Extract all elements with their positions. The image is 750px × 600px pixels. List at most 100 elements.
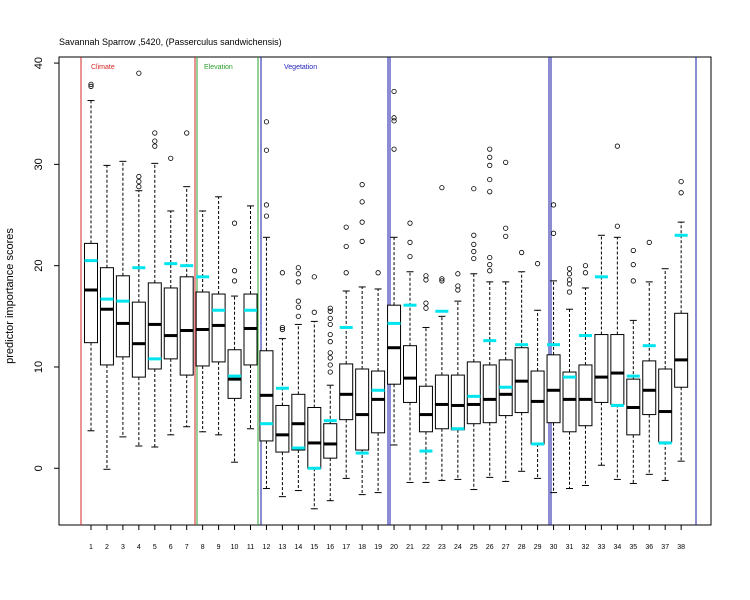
y-axis-label: predictor importance scores — [4, 228, 16, 364]
box-24 — [450, 271, 465, 480]
outlier-point — [295, 271, 301, 277]
box-12 — [259, 119, 274, 490]
y-tick-label: 40 — [33, 57, 45, 69]
x-tick-label: 19 — [374, 544, 382, 551]
x-tick-label: 22 — [422, 544, 430, 551]
outlier-point — [231, 278, 238, 284]
outlier-point — [375, 270, 381, 276]
outlier-point — [550, 230, 557, 236]
x-tick-label: 2 — [105, 544, 109, 551]
outlier-point — [487, 154, 493, 160]
box-16 — [323, 305, 338, 502]
x-tick-label: 33 — [598, 544, 606, 551]
outlier-point — [391, 146, 397, 152]
outlier-point — [136, 184, 142, 190]
outlier-point — [327, 369, 333, 375]
box-11 — [243, 205, 258, 430]
outlier-point — [487, 176, 493, 183]
box-14 — [291, 265, 306, 492]
box-iqr — [594, 334, 609, 403]
outlier-point — [614, 223, 620, 229]
x-tick-label: 15 — [310, 544, 318, 551]
outlier-point — [455, 283, 461, 289]
box-iqr — [578, 364, 593, 427]
x-tick-label: 1 — [89, 544, 93, 551]
box-27 — [498, 159, 513, 482]
outlier-point — [423, 273, 429, 279]
outlier-point — [630, 278, 636, 284]
outlier-point — [263, 147, 270, 153]
outlier-point — [534, 261, 541, 267]
box-iqr — [227, 349, 242, 399]
boxes — [84, 70, 689, 510]
outlier-point — [407, 220, 413, 226]
x-tick-label: 8 — [201, 544, 205, 551]
x-tick-label: 9 — [217, 544, 221, 551]
box-22 — [418, 273, 433, 483]
x-tick-label: 26 — [486, 544, 494, 551]
outlier-point — [487, 162, 493, 168]
x-tick-label: 10 — [231, 544, 239, 551]
x-tick-label: 36 — [645, 544, 653, 551]
outlier-point — [279, 270, 285, 276]
outlier-point — [279, 326, 285, 333]
outlier-point — [295, 279, 301, 285]
outlier-point — [503, 233, 509, 239]
group-label-elevation: Elevation — [204, 64, 233, 71]
box-iqr — [211, 293, 226, 363]
box-iqr — [418, 385, 433, 433]
outlier-point — [582, 270, 589, 276]
outlier-point — [327, 321, 333, 328]
box-21 — [403, 220, 417, 483]
x-tick-label: 25 — [470, 544, 478, 551]
x-tick-label: 31 — [566, 544, 574, 551]
outlier-point — [327, 308, 333, 314]
box-33 — [594, 234, 609, 466]
x-tick-label: 28 — [518, 544, 526, 551]
box-iqr — [371, 370, 386, 434]
box-iqr — [147, 282, 162, 370]
outlier-point — [471, 241, 477, 248]
x-tick-label: 4 — [137, 544, 141, 551]
outlier-point — [439, 278, 445, 284]
outlier-point — [439, 185, 445, 191]
y-tick-label: 20 — [33, 260, 45, 272]
x-tick-label: 32 — [582, 544, 590, 551]
outlier-point — [678, 190, 684, 196]
outlier-point — [423, 305, 429, 311]
box-iqr — [674, 312, 689, 388]
box-iqr — [610, 334, 625, 405]
outlier-point — [439, 276, 445, 282]
outlier-point — [566, 289, 573, 295]
outlier-point — [646, 239, 652, 245]
x-tick-label: 27 — [502, 544, 510, 551]
outlier-point — [88, 83, 94, 89]
x-tick-label: 6 — [169, 544, 173, 551]
box-29 — [530, 261, 545, 479]
outlier-point — [550, 202, 557, 208]
outlier-point — [359, 199, 365, 205]
box-iqr — [323, 423, 338, 459]
box-1 — [84, 81, 98, 432]
outlier-point — [88, 81, 94, 87]
outlier-point — [614, 143, 620, 149]
plot-border — [58, 56, 712, 526]
outlier-point — [566, 271, 573, 277]
outlier-point — [263, 202, 270, 208]
outlier-point — [136, 70, 142, 76]
outlier-point — [295, 265, 301, 271]
group-label-climate: Climate — [91, 64, 115, 71]
box-23 — [434, 185, 449, 481]
outlier-point — [295, 298, 301, 304]
outlier-point — [503, 159, 509, 165]
box-iqr — [403, 345, 417, 403]
outlier-point — [343, 224, 349, 230]
outlier-point — [391, 88, 397, 95]
box-7 — [179, 130, 194, 428]
box-iqr — [84, 242, 98, 344]
outlier-point — [566, 277, 573, 283]
box-iqr — [562, 371, 577, 433]
x-tick-label: 30 — [550, 544, 558, 551]
box-iqr — [179, 276, 194, 376]
